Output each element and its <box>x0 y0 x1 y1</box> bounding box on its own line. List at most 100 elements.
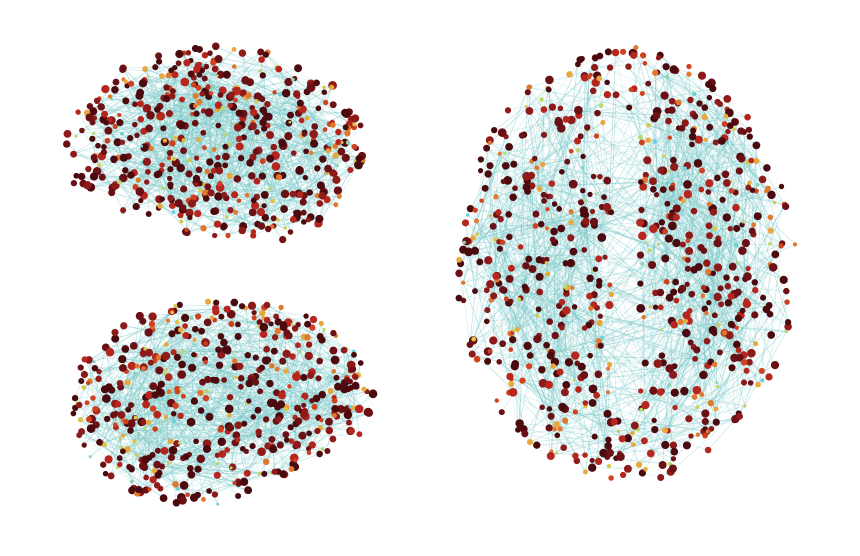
network-node <box>329 346 338 355</box>
network-node <box>276 441 284 449</box>
network-node <box>127 427 134 434</box>
network-edge <box>196 113 216 236</box>
network-node <box>142 157 152 166</box>
network-edge <box>153 408 230 416</box>
network-edge <box>203 110 329 170</box>
network-edge <box>215 45 334 106</box>
network-node <box>180 77 190 87</box>
network-node <box>163 414 169 419</box>
network-edge <box>200 457 295 460</box>
network-node <box>270 143 278 151</box>
network-node <box>160 125 167 132</box>
network-node <box>357 360 364 366</box>
network-edge <box>173 421 239 497</box>
network-edge <box>206 336 239 450</box>
network-node <box>116 455 123 462</box>
network-edge <box>206 391 303 401</box>
network-node <box>250 232 257 239</box>
network-edge <box>226 170 300 199</box>
network-edge <box>179 123 275 219</box>
network-node <box>201 75 208 82</box>
network-edge <box>164 67 175 143</box>
network-node <box>247 183 251 187</box>
network-node <box>174 388 181 395</box>
network-edge <box>206 431 228 450</box>
network-edge <box>119 122 253 140</box>
network-node <box>217 332 225 340</box>
network-node <box>363 408 372 417</box>
network-node <box>163 342 169 347</box>
network-node <box>77 364 84 371</box>
network-node <box>203 63 210 70</box>
network-node <box>332 413 337 419</box>
network-edge <box>170 152 218 158</box>
network-node <box>148 320 156 328</box>
network-node <box>141 366 146 371</box>
network-edge <box>320 323 353 408</box>
network-node <box>192 174 201 183</box>
network-node <box>354 404 364 414</box>
network-node <box>249 443 256 450</box>
network-node <box>174 319 180 325</box>
network-edge <box>175 305 259 411</box>
network-node <box>283 368 289 374</box>
network-node <box>648 305 652 309</box>
network-node <box>258 364 266 371</box>
network-node <box>142 66 149 73</box>
network-node <box>118 355 127 364</box>
network-node <box>119 65 127 74</box>
network-node <box>222 143 229 150</box>
network-node <box>354 161 363 170</box>
network-node <box>70 150 78 158</box>
network-edge <box>83 403 119 446</box>
network-edge <box>220 94 222 129</box>
network-node <box>120 322 128 330</box>
network-edge <box>158 419 267 474</box>
network-node <box>318 320 324 327</box>
network-node <box>302 174 309 181</box>
network-node <box>368 389 378 399</box>
network-node <box>120 207 127 214</box>
network-node <box>325 426 334 435</box>
network-node <box>63 140 71 148</box>
network-edge <box>294 417 319 467</box>
network-node <box>112 422 118 428</box>
network-node <box>238 49 247 57</box>
network-edge <box>101 320 169 444</box>
network-node <box>311 403 318 410</box>
network-edge <box>230 95 323 160</box>
network-node <box>316 181 325 190</box>
network-edge <box>237 307 265 325</box>
network-node <box>110 155 118 164</box>
network-edge <box>290 114 315 144</box>
network-node <box>211 65 219 73</box>
network-edge <box>122 450 232 469</box>
network-node <box>319 417 324 423</box>
network-edge <box>171 95 201 191</box>
network-node <box>177 412 184 419</box>
network-node <box>141 455 150 464</box>
network-node <box>207 172 215 180</box>
network-edge <box>144 68 194 198</box>
network-edge <box>182 69 200 208</box>
network-node <box>127 135 134 142</box>
network-node <box>307 371 315 380</box>
network-node <box>92 131 95 135</box>
network-node <box>258 56 265 63</box>
network-node <box>193 110 200 117</box>
network-node <box>217 437 227 447</box>
network-node <box>210 84 216 89</box>
network-node <box>143 427 147 431</box>
network-edge <box>256 131 320 220</box>
network-node <box>277 391 286 400</box>
network-edge <box>235 147 328 213</box>
network-edge <box>238 138 271 190</box>
network-node <box>157 203 163 209</box>
network-node <box>200 225 207 232</box>
network-edge <box>229 175 244 227</box>
network-edge <box>217 93 297 158</box>
network-node <box>160 446 169 455</box>
network-node <box>277 92 283 97</box>
network-node <box>298 431 307 440</box>
network-node <box>134 132 140 138</box>
